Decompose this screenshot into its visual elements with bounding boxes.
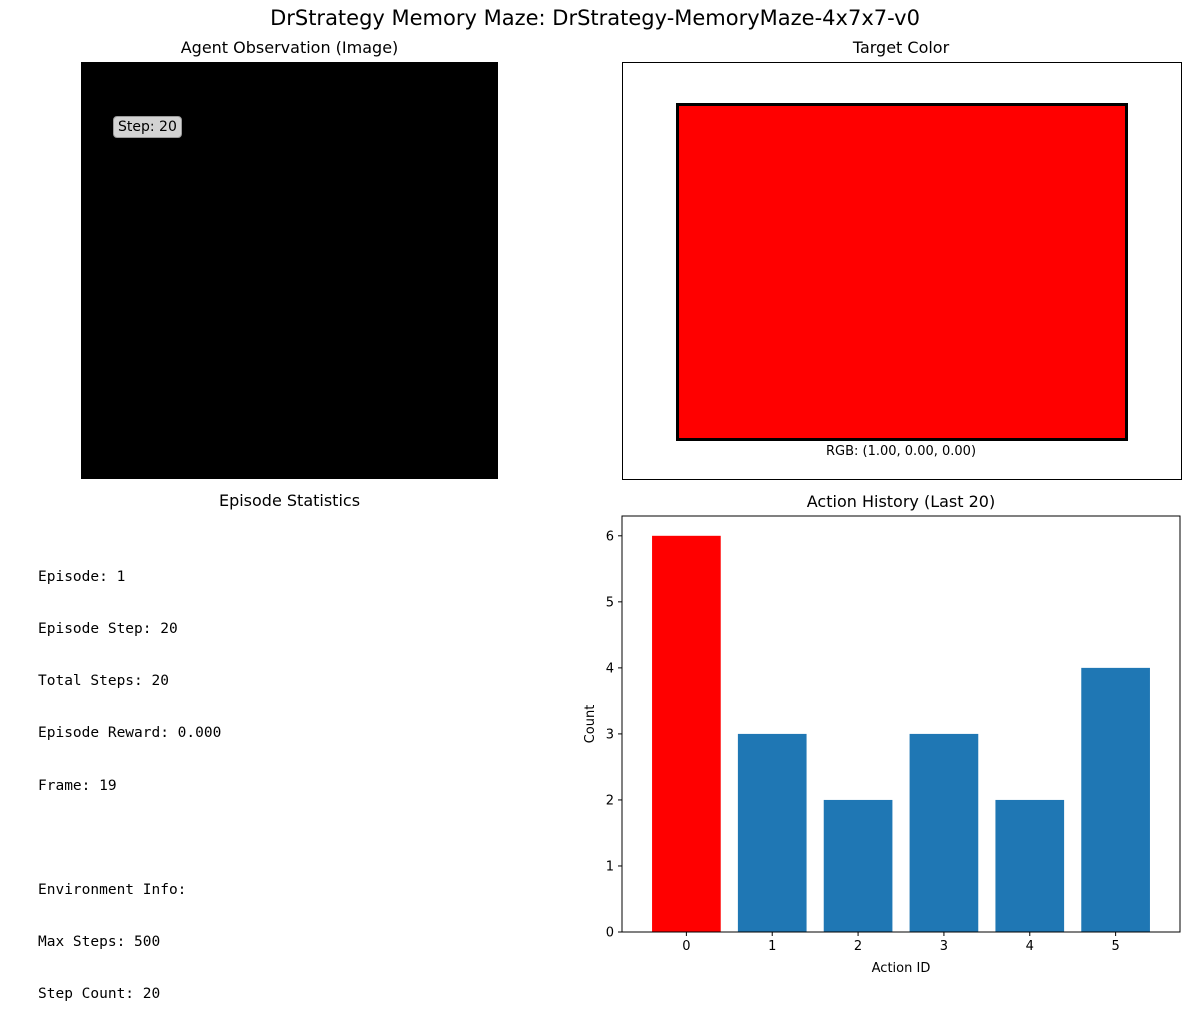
y-tick-label: 0 <box>606 926 614 941</box>
stats-line: Max Steps: 500 <box>38 934 161 951</box>
target-color-swatch <box>676 103 1128 441</box>
x-tick-label: 5 <box>1111 939 1119 954</box>
x-axis-label: Action ID <box>872 961 931 976</box>
episode-statistics-title: Episode Statistics <box>218 491 361 510</box>
x-tick-label: 2 <box>854 939 862 954</box>
y-tick-label: 4 <box>606 661 614 676</box>
stats-line: Episode Reward: 0.000 <box>38 725 222 742</box>
y-tick-label: 6 <box>606 529 614 544</box>
y-tick-label: 1 <box>606 859 614 874</box>
x-tick-label: 3 <box>940 939 948 954</box>
y-tick-label: 3 <box>606 727 614 742</box>
stats-line: Episode: 1 <box>38 568 126 585</box>
bar-action-2 <box>823 799 893 932</box>
x-tick-label: 1 <box>768 939 776 954</box>
x-tick-label: 4 <box>1026 939 1034 954</box>
bar-action-4 <box>995 799 1065 932</box>
chart-title: Action History (Last 20) <box>807 492 995 511</box>
bar-action-0 <box>652 535 721 932</box>
figure-title: DrStrategy Memory Maze: DrStrategy-Memor… <box>270 6 920 30</box>
stats-line: Environment Info: <box>38 882 187 899</box>
bar-action-5 <box>1081 667 1150 932</box>
target-color-title: Target Color <box>852 38 950 57</box>
target-color-frame <box>622 62 1182 480</box>
chart-frame <box>621 515 1181 933</box>
stats-line: Total Steps: 20 <box>38 673 169 690</box>
y-tick-label: 5 <box>606 595 614 610</box>
observation-title: Agent Observation (Image) <box>180 38 399 57</box>
bar-action-3 <box>909 733 979 932</box>
stats-line: Episode Step: 20 <box>38 621 178 638</box>
y-tick-label: 2 <box>606 793 614 808</box>
episode-statistics-text: Episode: 1 Episode Step: 20 Total Steps:… <box>38 534 221 1021</box>
action-history-chart: 0 1 2 3 4 5 0 1 2 3 4 5 6 Action History (Last 20) Act… <box>583 492 1181 976</box>
bar-action-1 <box>737 733 807 932</box>
target-rgb-label: RGB: (1.00, 0.00, 0.00) <box>825 444 977 459</box>
stats-line: Frame: 19 <box>38 777 117 794</box>
y-axis-label: Count <box>583 705 598 744</box>
step-badge: Step: 20 <box>113 116 182 138</box>
stats-line: Step Count: 20 <box>38 986 161 1003</box>
x-tick-label: 0 <box>682 939 690 954</box>
